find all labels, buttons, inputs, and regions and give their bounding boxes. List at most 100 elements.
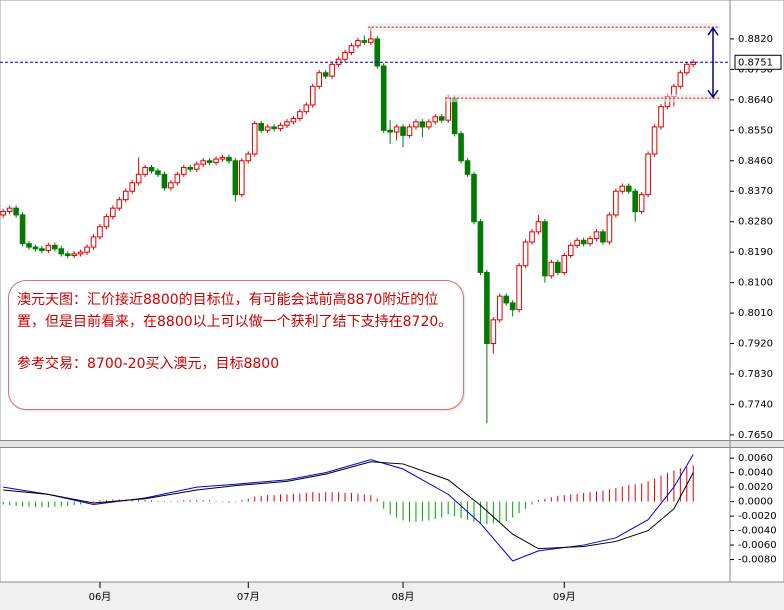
last-price-label: 0.8751 [738, 57, 773, 68]
candle-body [625, 185, 632, 192]
y-tick-label: 0.0000 [738, 497, 773, 508]
x-tick-label: 07月 [237, 591, 260, 603]
y-tick-label: 0.0060 [738, 453, 773, 464]
candle-body [290, 117, 297, 123]
candle-body [677, 72, 684, 87]
candle-body [142, 167, 148, 175]
y-tick-label: 0.0020 [738, 482, 773, 493]
candle-body [329, 63, 335, 77]
y-tick-label: -0.0060 [738, 540, 777, 551]
candle-body [64, 253, 71, 257]
candle-body [561, 255, 568, 273]
candle-body [187, 167, 194, 170]
candle-body [6, 207, 13, 213]
candle-body [155, 170, 161, 175]
y-tick-label: 0.8820 [738, 34, 773, 45]
candle-body [148, 167, 155, 172]
candle-body [690, 61, 697, 65]
annotation-text: 参考交易：8700-20买入澳元，目标8800 [17, 356, 280, 372]
candle-body [168, 182, 174, 189]
last-price-box [734, 54, 782, 70]
y-tick-label: -0.0020 [738, 511, 777, 522]
candle-body [374, 38, 381, 67]
candle-body [503, 295, 510, 304]
candle-body [348, 45, 355, 53]
candle-body [593, 231, 600, 240]
candle-body [419, 121, 426, 128]
candle-body [316, 72, 323, 87]
candle-body [84, 246, 90, 253]
candle-body [484, 271, 490, 345]
x-tick-label: 08月 [392, 591, 415, 603]
candle-body [613, 190, 619, 216]
candle-body [45, 244, 52, 251]
candle-body [19, 214, 26, 245]
candle-body [309, 85, 316, 106]
candle-body [135, 173, 142, 184]
y-tick-label: 0.8460 [738, 156, 773, 167]
indicator-line [3, 454, 694, 562]
candle-body [232, 160, 239, 196]
candle-body [658, 106, 664, 128]
candle-body [303, 104, 310, 113]
candle-body [297, 111, 303, 119]
y-tick-label: 0.8640 [738, 95, 773, 106]
candle-body [251, 123, 258, 155]
candle-body [406, 126, 413, 136]
candle-body [342, 51, 348, 60]
candle-body [638, 194, 645, 213]
candle-body [471, 173, 477, 223]
candle-body [464, 160, 471, 175]
candle-body [490, 319, 497, 345]
candle-body [516, 265, 522, 311]
candle-body [529, 231, 535, 243]
candle-body [458, 133, 464, 162]
candle-body [193, 163, 200, 170]
candle-body [13, 207, 19, 216]
candle-body [277, 124, 284, 130]
candle-body [90, 236, 97, 248]
candle-body [39, 248, 45, 251]
candle-body [258, 123, 264, 131]
candle-body [161, 173, 168, 189]
candle-body [683, 63, 690, 74]
x-tick-label: 06月 [89, 591, 112, 603]
annotation-text: 澳元天图：汇价接近8800的目标位，有可能会试前高8870附近的位置，但是目前看… [17, 292, 453, 330]
candle-body [26, 243, 32, 248]
candle-body [548, 261, 555, 277]
candle-body [103, 216, 110, 228]
candle-body [110, 207, 116, 218]
candle-body [606, 214, 613, 243]
candle-body [387, 129, 393, 133]
indicator-line [3, 461, 694, 550]
candle-body [355, 40, 361, 47]
candle-body [432, 116, 439, 123]
candle-body [129, 182, 135, 192]
candle-body [535, 221, 542, 233]
candle-body [496, 295, 503, 321]
candle-body [0, 211, 7, 216]
candle-body [116, 199, 123, 209]
candle-body [380, 65, 387, 131]
candle-body [71, 253, 77, 257]
candle-body [413, 121, 419, 128]
candle-body [284, 121, 290, 126]
candle-body [542, 221, 548, 277]
candle-body [477, 221, 484, 273]
candle-body [77, 251, 84, 255]
candle-body [206, 160, 213, 163]
candle-body [219, 156, 226, 160]
candle-body [509, 302, 516, 311]
y-tick-label: 0.8190 [738, 247, 773, 258]
y-tick-label: 0.7650 [738, 430, 773, 441]
candle-body [619, 185, 626, 192]
candle-body [239, 160, 245, 196]
candle-body [322, 72, 329, 77]
candle-body [32, 246, 39, 250]
candle-body [632, 190, 639, 213]
candle-body [226, 156, 232, 162]
candle-body [52, 244, 58, 250]
candle-body [213, 158, 219, 163]
candle-body [335, 58, 342, 65]
y-tick-label: 0.0040 [738, 468, 773, 479]
